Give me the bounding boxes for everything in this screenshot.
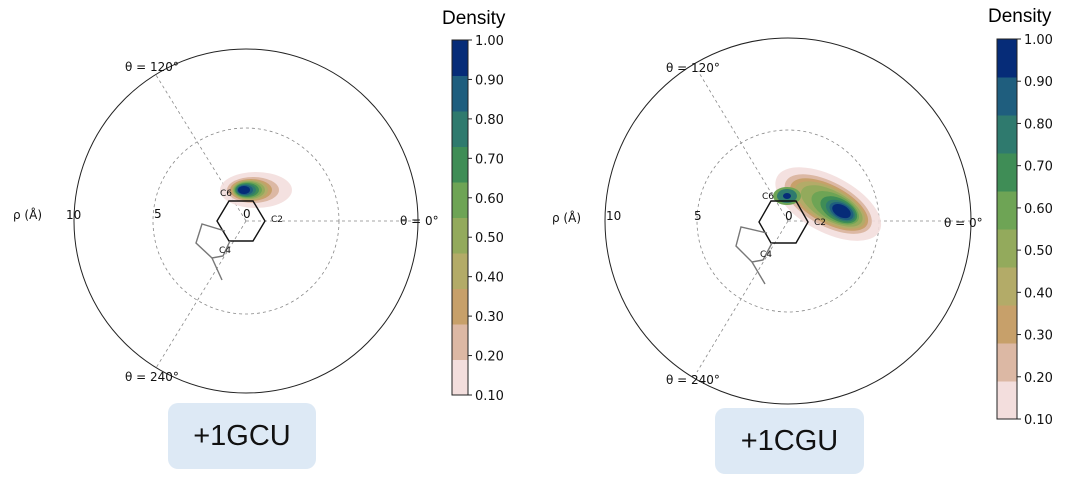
density-level-1.0 <box>832 204 851 219</box>
colorbar-tick-label: 1.00 <box>475 34 504 49</box>
colorbar-tick-label: 0.50 <box>475 231 504 246</box>
colorbar-tick-label: 0.80 <box>475 113 504 128</box>
colorbar-tick-label: 0.10 <box>1024 413 1053 428</box>
panel-label-1: +1GCU <box>168 403 316 469</box>
colorbar-band-1.0 <box>997 39 1017 78</box>
colorbar-band-0.2 <box>452 324 468 360</box>
colorbar-tick-label: 0.60 <box>475 192 504 207</box>
density-contours <box>220 172 292 208</box>
atom-label-c4: C4 <box>760 250 772 260</box>
backbone-bond <box>751 261 766 285</box>
colorbar-tick-label: 1.00 <box>1024 33 1053 48</box>
colorbar-tick-label: 0.40 <box>475 271 504 286</box>
atom-label-c6: C6 <box>220 189 232 199</box>
colorbar-tick-label: 0.90 <box>475 73 504 88</box>
colorbar: 1.00 0.90 0.80 0.70 0.60 0.50 0.40 0.30 0.20 0.10 <box>996 33 1053 428</box>
colorbar-band-0.5 <box>997 229 1017 268</box>
colorbar-title: Density <box>988 6 1052 27</box>
density-level-1.0 <box>238 186 250 194</box>
angle-label-240: θ = 240° <box>666 373 720 387</box>
colorbar-title: Density <box>442 8 506 29</box>
angle-line-120 <box>155 74 247 222</box>
density-contours <box>773 167 882 241</box>
backbone-bond <box>211 257 223 281</box>
colorbar-band-0.5 <box>452 217 468 254</box>
colorbar-tick-label: 0.80 <box>1024 117 1053 132</box>
colorbar-band-0.9 <box>452 75 468 112</box>
outer-radius-circle <box>73 48 419 394</box>
angle-label-120: θ = 120° <box>125 60 179 74</box>
atom-label-c2: C2 <box>814 218 826 228</box>
colorbar-band-0.6 <box>452 182 468 218</box>
angle-label-120: θ = 120° <box>666 61 720 75</box>
radial-tick-5: 5 <box>694 209 702 223</box>
angle-line-120 <box>697 70 789 222</box>
colorbar-frame <box>996 38 1018 420</box>
colorbar-band-0.6 <box>997 191 1017 230</box>
colorbar-band-0.8 <box>997 115 1017 154</box>
radial-tick-5: 5 <box>154 207 162 221</box>
atom-label-c6: C6 <box>762 192 774 202</box>
angle-label-0: θ = 0° <box>944 216 983 230</box>
angle-line-240 <box>696 220 789 373</box>
radial-tick-0: 0 <box>243 207 251 221</box>
radial-axis-label: ρ (Å) <box>552 210 581 225</box>
angle-line-240 <box>155 220 247 369</box>
colorbar-tick-label: 0.10 <box>475 389 504 404</box>
colorbar-band-0.3 <box>997 305 1017 344</box>
sugar-ring <box>195 223 231 259</box>
colorbar-band-0.1 <box>452 359 468 396</box>
colorbar-band-0.7 <box>997 153 1017 192</box>
colorbar-band-0.7 <box>452 146 468 183</box>
colorbar-tick-label: 0.20 <box>1024 371 1053 386</box>
panel-1: ρ (Å) 10 5 0 θ = 120° θ = 0° θ = 240° C6… <box>13 8 506 404</box>
radial-tick-10: 10 <box>606 209 621 223</box>
colorbar-tick-label: 0.70 <box>475 152 504 167</box>
colorbar-band-0.4 <box>997 267 1017 306</box>
colorbar-band-0.9 <box>997 77 1017 116</box>
colorbar-tick-label: 0.50 <box>1024 244 1053 259</box>
colorbar-band-0.8 <box>452 111 468 147</box>
sugar-ring <box>735 226 773 263</box>
colorbar-band-0.3 <box>452 288 468 325</box>
colorbar-tick-label: 0.20 <box>475 350 504 365</box>
pyrimidine-ring <box>216 200 266 242</box>
radial-tick-0: 0 <box>785 209 793 223</box>
colorbar-frame <box>451 39 469 396</box>
angle-label-0: θ = 0° <box>400 214 439 228</box>
base-molecule <box>735 200 809 285</box>
colorbar-band-0.2 <box>997 343 1017 382</box>
colorbar-tick-label: 0.90 <box>1024 75 1053 90</box>
colorbar-tick-label: 0.40 <box>1024 286 1053 301</box>
colorbar-tick-label: 0.30 <box>1024 329 1053 344</box>
angle-label-240: θ = 240° <box>125 370 179 384</box>
panel-label-2: +1CGU <box>715 408 864 474</box>
colorbar-band-0.1 <box>997 381 1017 420</box>
atom-label-c2: C2 <box>271 215 283 225</box>
colorbar: 1.00 0.90 0.80 0.70 0.60 0.50 0.40 0.30 0.20 0.10 <box>451 34 504 404</box>
colorbar-band-0.4 <box>452 253 468 289</box>
colorbar-band-1.0 <box>452 40 468 76</box>
radial-tick-10: 10 <box>66 208 81 222</box>
density-secondary-1.0 <box>783 193 791 199</box>
colorbar-tick-label: 0.30 <box>475 310 504 325</box>
radial-axis-label: ρ (Å) <box>13 207 42 222</box>
colorbar-tick-label: 0.60 <box>1024 202 1053 217</box>
colorbar-tick-label: 0.70 <box>1024 160 1053 175</box>
base-molecule <box>195 200 266 281</box>
panel-2: ρ (Å) 10 5 0 θ = 120° θ = 0° θ = 240° C6… <box>552 6 1053 428</box>
atom-label-c4: C4 <box>219 246 231 256</box>
pyrimidine-ring <box>758 200 809 244</box>
